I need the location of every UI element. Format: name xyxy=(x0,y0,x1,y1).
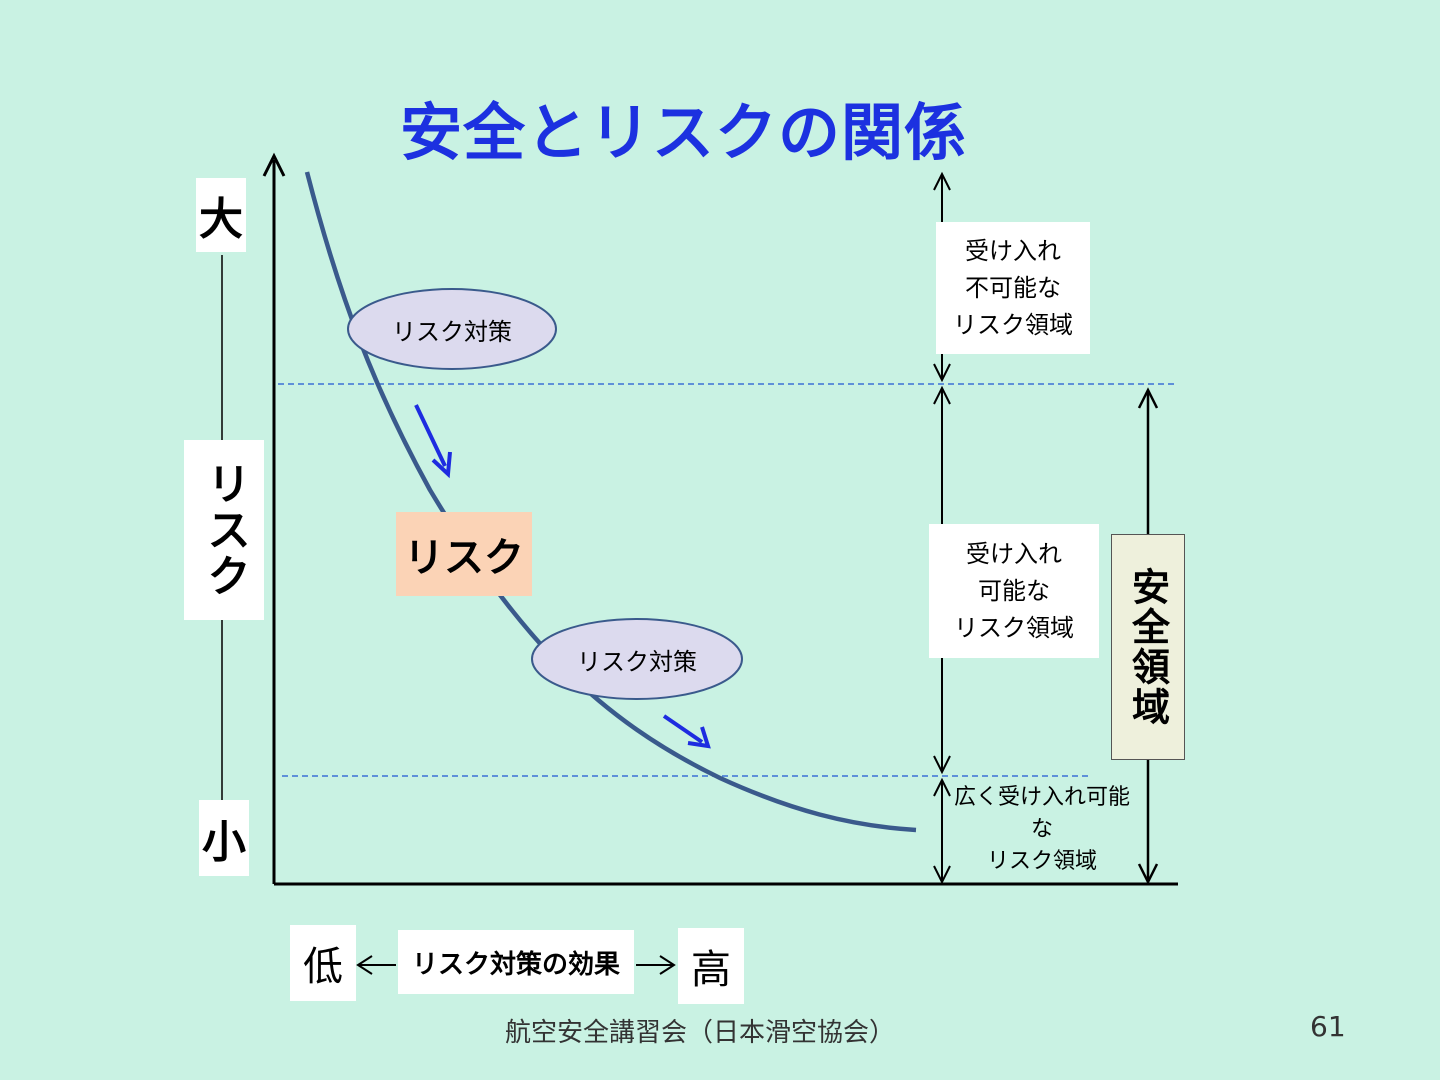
risk-measure-label-2: リスク対策 xyxy=(577,647,697,676)
broadly-acceptable-region-label: 広く受け入れ可能な リスク領域 xyxy=(953,785,1130,874)
x-axis-low-label: 低 xyxy=(290,925,356,1001)
risk-measure-label-1: リスク対策 xyxy=(392,317,512,346)
unacceptable-region-label: 受け入れ 不可能な リスク領域 xyxy=(936,222,1090,354)
page-title: 安全とリスクの関係 xyxy=(400,96,968,169)
risk-curve xyxy=(304,171,917,833)
risk-measure-ellipse-1 xyxy=(347,288,557,370)
right-arrow-icon xyxy=(636,955,676,975)
acceptable-region-label: 受け入れ 可能な リスク領域 xyxy=(929,524,1099,658)
y-axis-high-label: 大 xyxy=(196,178,246,252)
broadly-acceptable-range-arrow xyxy=(933,777,951,885)
footer-text: 航空安全講習会（日本滑空協会） xyxy=(505,1018,896,1048)
x-axis-high-label: 高 xyxy=(678,928,744,1004)
x-axis-label: リスク対策の効果 xyxy=(398,930,634,994)
y-axis-arrowhead xyxy=(262,152,286,177)
safety-zone-label: 安全領域 xyxy=(1111,534,1185,760)
curve-label: リスク xyxy=(396,512,532,596)
down-arrow-icon xyxy=(414,404,452,479)
down-arrow-icon xyxy=(662,714,711,749)
page-number: 61 xyxy=(1310,1010,1346,1043)
y-axis-label: リスク xyxy=(184,440,264,620)
y-axis-low-label: 小 xyxy=(199,800,249,876)
risk-measure-ellipse-2 xyxy=(531,618,743,700)
left-arrow-icon xyxy=(356,955,396,975)
